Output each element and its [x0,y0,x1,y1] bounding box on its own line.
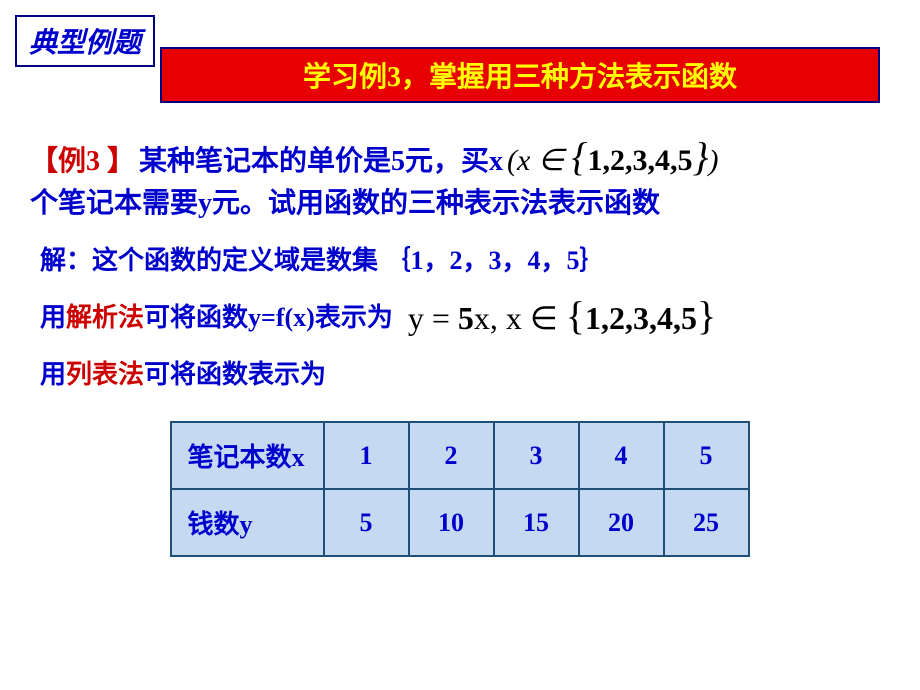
solution-line-2: 用解析法可将函数y=f(x)表示为 y = 5x, x ∈ {1,2,3,4,5… [40,292,880,339]
function-table: 笔记本数x 1 2 3 4 5 钱数y 5 10 15 20 25 [10,421,910,557]
table-cell: 10 [409,489,494,556]
solution-line-1: 解：这个函数的定义域是数集 ｛1，2，3，4，5｝ [40,240,880,277]
table-cell: 15 [494,489,579,556]
solution-domain-text: 这个函数的定义域是数集 ｛1，2，3，4，5｝ [92,246,606,275]
table-cell: 5 [664,422,749,489]
table-cell: 1 [324,422,409,489]
example-label: 【例3 】 [30,146,135,177]
solution-line-3: 用列表法可将函数表示为 [40,354,880,391]
table-row: 钱数y 5 10 15 20 25 [171,489,748,556]
table-cell: 2 [409,422,494,489]
table-cell: 20 [579,489,664,556]
line2-text: 可将函数y=f(x)表示为 [144,303,393,332]
table-cell: 25 [664,489,749,556]
table-row: 笔记本数x 1 2 3 4 5 [171,422,748,489]
banner-text: 学习例3，掌握用三种方法表示函数 [303,62,737,93]
title-banner: 学习例3，掌握用三种方法表示函数 [160,47,880,103]
row2-header: 钱数y [171,489,323,556]
formula-expression: y = 5x, x ∈ {1,2,3,4,5} [408,292,716,339]
table-method-label: 列表法 [66,360,144,389]
analytic-method-label: 解析法 [66,303,144,332]
table-cell: 4 [579,422,664,489]
problem-text-1: 某种笔记本的单价是5元，买x [139,146,503,177]
solution-prefix: 解： [40,246,92,275]
table-cell: 5 [324,489,409,556]
tag-text: 典型例题 [29,28,141,59]
problem-text-2: 个笔记本需要y元。试用函数的三种表示法表示函数 [30,188,660,219]
line3-prefix: 用 [40,360,66,389]
math-domain-inline: (x ∈ {1,2,3,4,5}) [507,144,718,177]
problem-statement: 【例3 】 某种笔记本的单价是5元，买x (x ∈ {1,2,3,4,5}) 个… [30,133,890,225]
row1-header: 笔记本数x [171,422,323,489]
line2-prefix: 用 [40,303,66,332]
table-cell: 3 [494,422,579,489]
example-tag: 典型例题 [15,15,155,67]
line3-text: 可将函数表示为 [144,360,326,389]
